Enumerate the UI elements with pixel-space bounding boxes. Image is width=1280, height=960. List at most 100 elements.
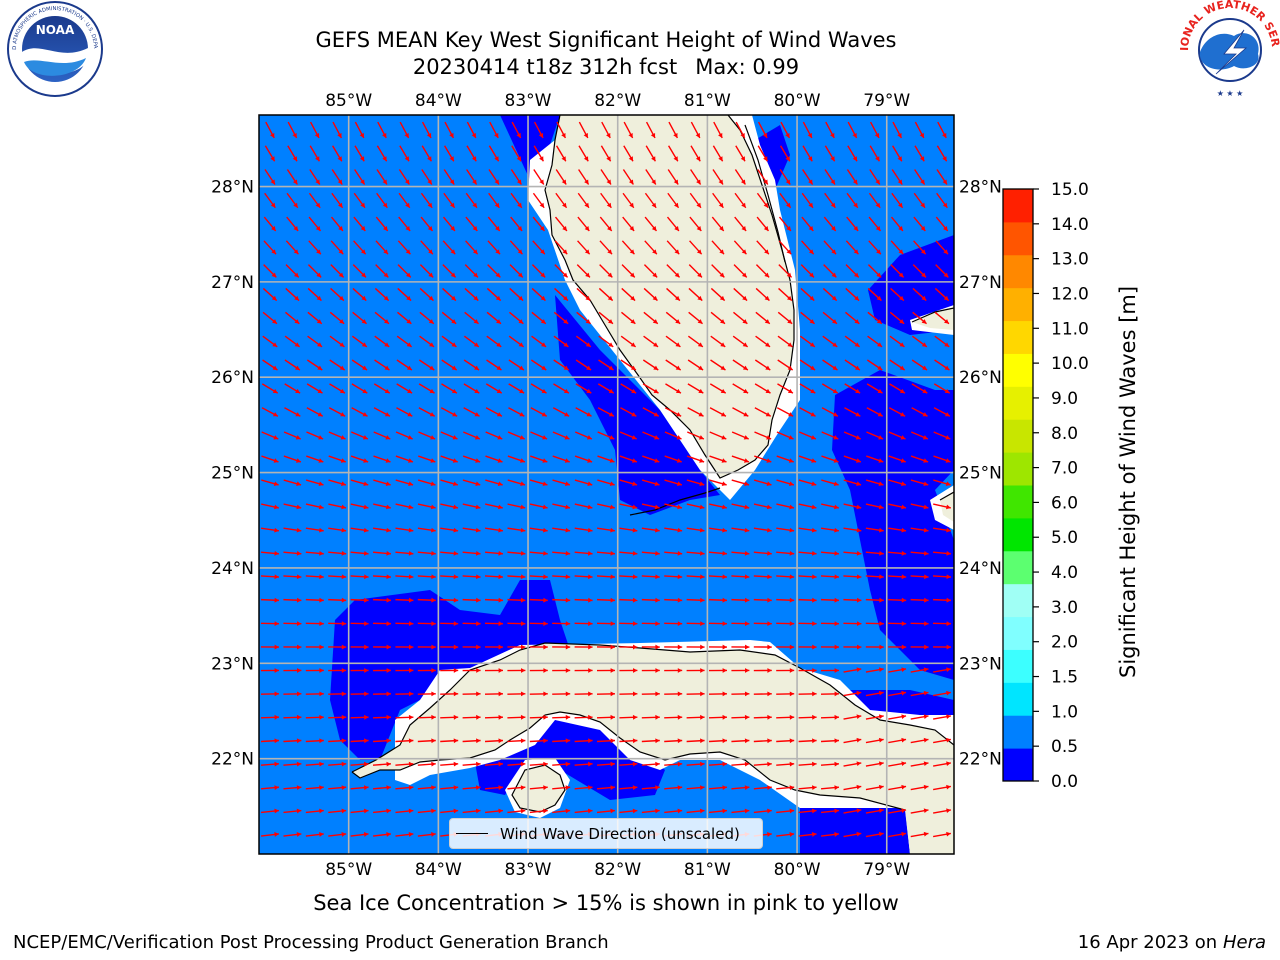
wind-arrow-head	[923, 737, 929, 743]
wind-arrow-head	[475, 808, 481, 814]
wind-arrow-head	[319, 691, 324, 697]
wind-arrow-head	[564, 458, 570, 463]
wind-arrow-head	[832, 388, 838, 394]
colorbar-tick-label: 0.0	[1051, 772, 1078, 792]
wind-arrow-head	[878, 481, 884, 487]
wind-arrow-head	[453, 761, 459, 767]
wind-arrow-head	[453, 714, 459, 720]
wind-arrow-head	[897, 132, 902, 138]
wind-arrow-head	[563, 295, 568, 301]
wind-arrow-head	[408, 761, 414, 767]
wind-arrow-head	[588, 668, 593, 673]
wind-arrow-head	[830, 156, 835, 162]
wind-arrow-head	[946, 690, 951, 696]
wind-arrow-head	[407, 435, 413, 440]
wind-arrow-head	[832, 365, 838, 371]
wind-arrow-head	[901, 714, 907, 720]
wind-arrow-head	[812, 621, 817, 627]
wind-arrow-head	[364, 597, 369, 603]
wind-arrow-head	[520, 527, 526, 533]
wind-arrow-head	[942, 179, 947, 185]
wind-arrow-head	[587, 551, 593, 556]
wind-arrow-head	[700, 761, 705, 767]
wind-arrow-head	[296, 785, 302, 790]
wind-arrow-head	[584, 249, 590, 255]
wind-arrow-head	[946, 808, 951, 814]
wind-arrow-head	[874, 132, 880, 138]
wind-arrow-head	[543, 527, 548, 533]
wind-arrow-head	[541, 412, 547, 417]
wind-arrow-head	[584, 202, 589, 208]
wind-arrow-head	[476, 597, 481, 603]
wind-arrow-head	[473, 295, 479, 301]
wind-arrow-head	[720, 342, 726, 347]
wind-arrow-head	[677, 597, 683, 603]
wind-arrow-head	[699, 551, 705, 556]
wind-arrow-head	[810, 435, 816, 440]
wind-arrow-head	[494, 156, 499, 162]
wind-arrow-head	[923, 481, 929, 487]
wind-arrow-head	[901, 621, 907, 627]
wind-arrow-head	[856, 621, 862, 627]
wind-arrow-head	[361, 272, 366, 278]
wind-arrow-head	[606, 202, 612, 208]
wind-arrow-head	[719, 295, 725, 301]
wind-arrow-head	[743, 412, 749, 417]
wind-arrow-head	[767, 551, 772, 556]
wind-arrow-head	[632, 785, 638, 790]
wind-arrow-head	[898, 226, 903, 231]
wind-arrow-head	[901, 737, 907, 743]
colorbar-segment	[1003, 287, 1033, 322]
wind-arrow-head	[340, 458, 346, 463]
wind-arrow-head	[922, 388, 928, 394]
colorbar-tick-label: 5.0	[1051, 528, 1078, 548]
wind-arrow-head	[383, 226, 388, 231]
wind-arrow-head	[453, 668, 459, 673]
wind-arrow-head	[363, 458, 369, 463]
wind-arrow-head	[698, 365, 704, 371]
wind-arrow-head	[741, 226, 747, 231]
wind-arrow-head	[632, 621, 638, 627]
wind-arrow-head	[767, 527, 772, 533]
wind-arrow-head	[341, 504, 347, 510]
wind-arrow-head	[498, 574, 503, 580]
wind-arrow-head	[632, 481, 638, 487]
wind-arrow-head	[767, 832, 772, 837]
wind-arrow-head	[812, 691, 817, 697]
wind-arrow-head	[810, 365, 816, 371]
wind-arrow-head	[673, 132, 678, 138]
map-frame	[258, 114, 955, 855]
wind-arrow-head	[855, 435, 861, 440]
wind-arrow-head	[587, 458, 593, 463]
wind-arrow-head	[520, 714, 526, 720]
colorbar-segment	[1003, 485, 1033, 519]
wind-arrow-head	[561, 179, 567, 185]
wind-arrow-head	[314, 132, 320, 138]
wind-arrow-head	[609, 458, 615, 463]
wind-arrow-head	[924, 644, 929, 650]
wind-arrow-head	[341, 551, 347, 556]
wind-arrow-head	[271, 226, 276, 231]
wind-arrow-head	[946, 737, 951, 743]
wind-arrow-head	[743, 388, 749, 394]
wind-arrow-head	[339, 295, 344, 301]
wind-arrow-head	[830, 179, 835, 185]
wind-arrow-head	[562, 249, 568, 255]
wind-arrow-head	[764, 272, 770, 278]
wind-arrow-head	[563, 365, 569, 371]
colorbar-segment	[1003, 715, 1033, 749]
wind-arrow-head	[340, 435, 346, 440]
wind-arrow-head	[318, 504, 324, 510]
wind-arrow-head	[744, 527, 750, 533]
wind-arrow-head	[876, 295, 882, 301]
wind-arrow-head	[810, 412, 816, 417]
wind-arrow-head	[923, 458, 929, 463]
wind-arrow-head	[923, 808, 929, 814]
colorbar-segment	[1003, 320, 1033, 354]
wind-arrow-head	[610, 691, 615, 697]
wind-arrow-head	[319, 668, 324, 673]
wind-arrow-head	[386, 738, 391, 744]
wind-arrow-head	[899, 319, 905, 324]
wind-arrow-head	[451, 365, 457, 371]
wind-arrow-head	[270, 156, 275, 162]
